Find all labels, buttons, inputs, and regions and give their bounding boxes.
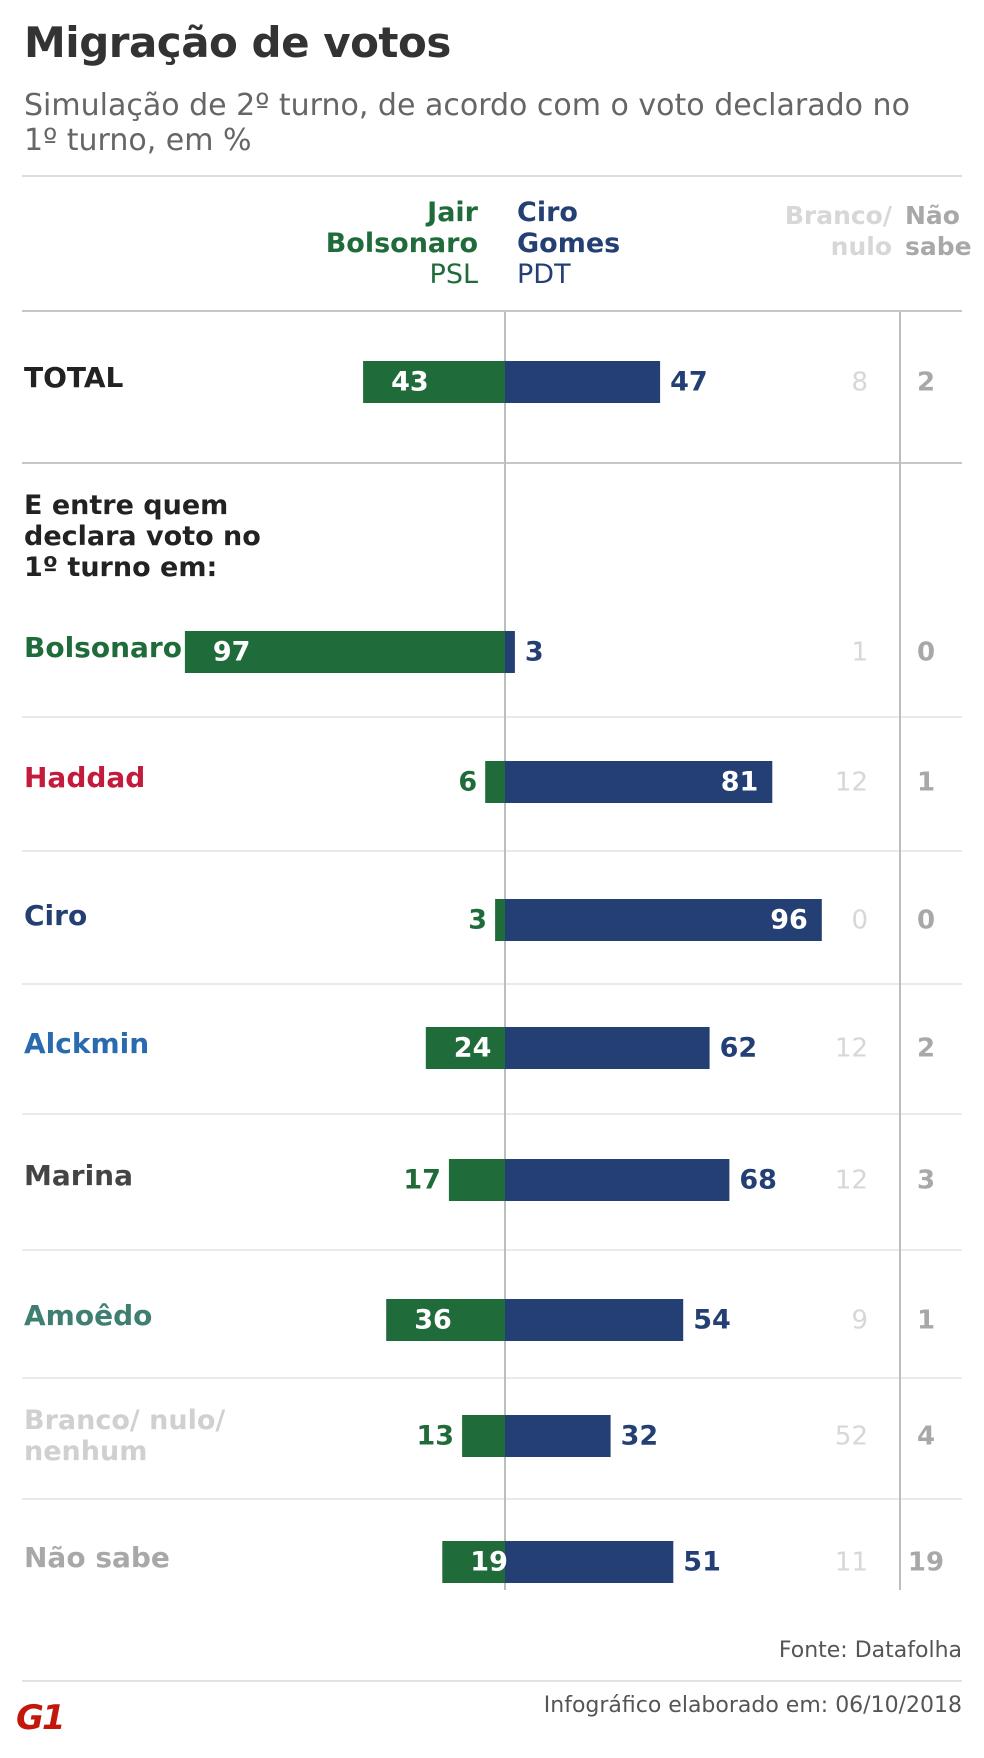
bar-ciro: [505, 631, 515, 673]
header-line: Branco/: [784, 201, 892, 230]
category-label: Não sabe: [24, 1541, 170, 1574]
category-label: Marina: [24, 1159, 133, 1192]
value-label-ciro: 47: [670, 367, 708, 398]
value-label-bolsonaro: 97: [213, 637, 251, 668]
value-label-bolsonaro: 19: [470, 1547, 508, 1578]
value-label-branco: 0: [851, 906, 868, 936]
value-label-ciro: 68: [739, 1165, 777, 1196]
header-line: sabe: [905, 232, 972, 261]
made-note: Infográfico elaborado em: 06/10/2018: [544, 1693, 962, 1718]
value-label-naosabe: 2: [917, 1034, 935, 1064]
bar-bolsonaro: [495, 899, 505, 941]
value-label-branco: 11: [835, 1548, 868, 1578]
divider: [22, 175, 962, 177]
bar-bolsonaro: [448, 1159, 505, 1201]
section-label: E entre quem declara voto no 1º turno em…: [24, 490, 261, 583]
chart-title: Migração de votos: [24, 18, 451, 67]
value-label-ciro: 81: [721, 767, 759, 798]
bar-bolsonaro: [442, 1541, 505, 1583]
bar-bolsonaro: [363, 361, 505, 403]
value-label-bolsonaro: 6: [458, 767, 477, 798]
column-header-naosabe: Não sabe: [905, 200, 972, 262]
value-label-branco: 12: [835, 1166, 868, 1196]
g1-logo: G1: [16, 1698, 66, 1738]
made-date: 06/10/2018: [835, 1693, 962, 1718]
bar-ciro: [505, 761, 773, 803]
header-line: nulo: [830, 232, 892, 261]
category-label: Bolsonaro: [24, 631, 182, 664]
category-label: Branco/ nulo/ nenhum: [24, 1405, 226, 1467]
value-label-branco: 9: [851, 1306, 868, 1336]
value-label-bolsonaro: 24: [454, 1033, 492, 1064]
chart-subtitle: Simulação de 2º turno, de acordo com o v…: [24, 88, 910, 158]
value-label-branco: 52: [835, 1422, 868, 1452]
made-label: Infográfico elaborado em:: [543, 1693, 829, 1718]
value-label-ciro: 51: [683, 1547, 721, 1578]
value-label-naosabe: 4: [917, 1422, 935, 1452]
value-label-branco: 12: [835, 768, 868, 798]
bar-bolsonaro: [425, 1027, 505, 1069]
bar-ciro: [505, 1159, 730, 1201]
value-label-naosabe: 0: [917, 638, 935, 668]
header-party: PSL: [429, 259, 478, 290]
category-label: Amoêdo: [24, 1299, 153, 1332]
divider: [22, 462, 962, 464]
header-name: Gomes: [517, 228, 621, 259]
bar-ciro: [505, 1541, 674, 1583]
category-label: Haddad: [24, 761, 146, 794]
source-value: Datafolha: [854, 1638, 962, 1663]
value-label-bolsonaro: 17: [403, 1165, 441, 1196]
value-label-naosabe: 1: [917, 768, 935, 798]
value-label-ciro: 96: [770, 905, 808, 936]
value-label-ciro: 3: [525, 637, 544, 668]
category-label: TOTAL: [24, 361, 124, 394]
source-label: Fonte:: [778, 1638, 848, 1663]
source-note: Fonte: Datafolha: [779, 1638, 962, 1663]
value-label-naosabe: 19: [908, 1548, 944, 1578]
divider: [22, 310, 962, 312]
header-name: Jair: [427, 197, 478, 228]
bar-ciro: [505, 361, 661, 403]
divider: [22, 1680, 962, 1682]
bar-ciro: [505, 899, 822, 941]
value-label-naosabe: 0: [917, 906, 935, 936]
value-label-branco: 8: [851, 368, 868, 398]
value-label-branco: 12: [835, 1034, 868, 1064]
column-header-bolsonaro: Jair Bolsonaro PSL: [326, 197, 478, 290]
value-label-naosabe: 2: [917, 368, 935, 398]
value-label-bolsonaro: 13: [417, 1421, 455, 1452]
category-label: Ciro: [24, 899, 88, 932]
value-label-naosabe: 3: [917, 1166, 935, 1196]
column-header-ciro: Ciro Gomes PDT: [517, 197, 620, 290]
bar-ciro: [505, 1415, 611, 1457]
bar-ciro: [505, 1299, 684, 1341]
header-name: Bolsonaro: [325, 228, 478, 259]
header-party: PDT: [517, 259, 571, 290]
value-label-bolsonaro: 36: [414, 1305, 452, 1336]
bar-bolsonaro: [462, 1415, 505, 1457]
bar-bolsonaro: [386, 1299, 505, 1341]
header-name: Ciro: [517, 197, 578, 228]
value-label-ciro: 54: [693, 1305, 731, 1336]
bar-bolsonaro: [485, 761, 505, 803]
category-label: Alckmin: [24, 1027, 150, 1060]
column-header-branco: Branco/ nulo: [785, 200, 892, 262]
value-label-ciro: 62: [720, 1033, 758, 1064]
value-label-branco: 1: [851, 638, 868, 668]
value-label-ciro: 32: [621, 1421, 659, 1452]
bar-bolsonaro: [184, 631, 505, 673]
bar-ciro: [505, 1027, 710, 1069]
value-label-bolsonaro: 43: [391, 367, 429, 398]
value-label-bolsonaro: 3: [468, 905, 487, 936]
value-label-naosabe: 1: [917, 1306, 935, 1336]
header-line: Não: [905, 201, 960, 230]
